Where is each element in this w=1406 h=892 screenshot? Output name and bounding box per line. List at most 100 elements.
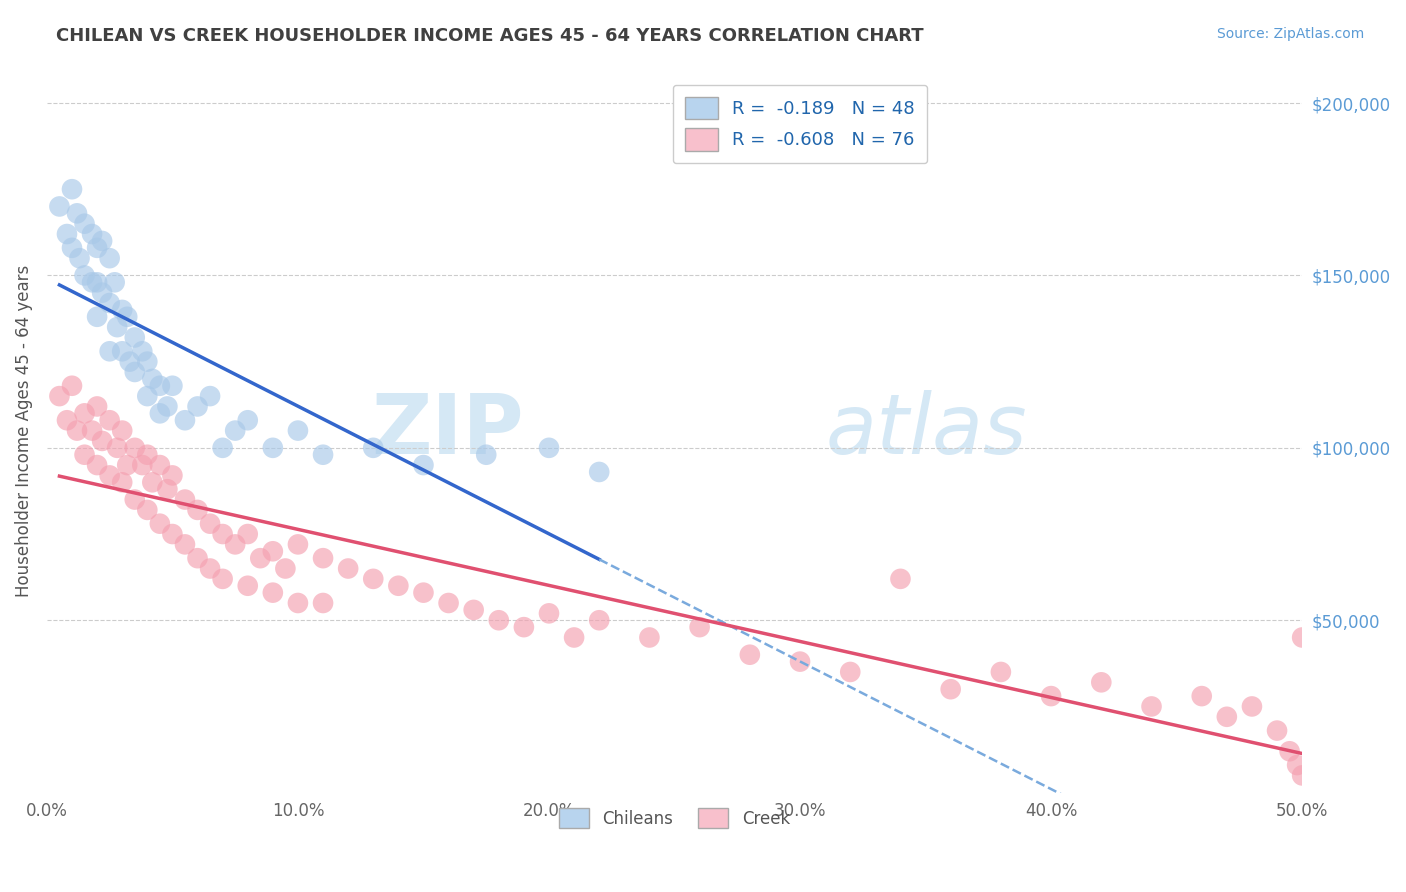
- Legend: Chileans, Creek: Chileans, Creek: [553, 801, 797, 835]
- Point: [115, 458, 138, 472]
- Point: [105, 441, 128, 455]
- Point: [124, 365, 146, 379]
- Point: [86, 275, 108, 289]
- Point: [186, 503, 208, 517]
- Point: [141, 372, 163, 386]
- Point: [56, 413, 79, 427]
- Point: [124, 330, 146, 344]
- Point: [98, 296, 121, 310]
- Point: [588, 613, 610, 627]
- Point: [537, 441, 560, 455]
- Point: [211, 527, 233, 541]
- Point: [889, 572, 911, 586]
- Point: [224, 537, 246, 551]
- Point: [274, 561, 297, 575]
- Point: [198, 561, 221, 575]
- Point: [73, 217, 96, 231]
- Point: [98, 413, 121, 427]
- Point: [86, 241, 108, 255]
- Point: [939, 682, 962, 697]
- Point: [48, 389, 70, 403]
- Point: [91, 234, 114, 248]
- Point: [1140, 699, 1163, 714]
- Point: [124, 441, 146, 455]
- Point: [249, 551, 271, 566]
- Point: [236, 527, 259, 541]
- Point: [86, 310, 108, 324]
- Point: [361, 441, 384, 455]
- Point: [412, 585, 434, 599]
- Point: [262, 544, 284, 558]
- Point: [738, 648, 761, 662]
- Point: [91, 434, 114, 448]
- Point: [118, 354, 141, 368]
- Point: [66, 206, 89, 220]
- Point: [156, 400, 179, 414]
- Point: [475, 448, 498, 462]
- Point: [174, 537, 197, 551]
- Point: [1240, 699, 1263, 714]
- Point: [1291, 768, 1313, 782]
- Point: [488, 613, 510, 627]
- Point: [56, 227, 79, 241]
- Point: [198, 389, 221, 403]
- Y-axis label: Householder Income Ages 45 - 64 years: Householder Income Ages 45 - 64 years: [15, 264, 32, 597]
- Point: [141, 475, 163, 490]
- Point: [162, 468, 184, 483]
- Point: [186, 400, 208, 414]
- Point: [1278, 744, 1301, 758]
- Point: [149, 516, 172, 531]
- Point: [86, 400, 108, 414]
- Text: Source: ZipAtlas.com: Source: ZipAtlas.com: [1216, 27, 1364, 41]
- Point: [80, 424, 103, 438]
- Point: [638, 631, 661, 645]
- Point: [689, 620, 711, 634]
- Point: [131, 344, 153, 359]
- Point: [98, 251, 121, 265]
- Point: [990, 665, 1012, 679]
- Point: [98, 468, 121, 483]
- Point: [80, 227, 103, 241]
- Point: [387, 579, 409, 593]
- Text: CHILEAN VS CREEK HOUSEHOLDER INCOME AGES 45 - 64 YEARS CORRELATION CHART: CHILEAN VS CREEK HOUSEHOLDER INCOME AGES…: [56, 27, 924, 45]
- Point: [115, 310, 138, 324]
- Point: [361, 572, 384, 586]
- Point: [136, 389, 159, 403]
- Point: [162, 527, 184, 541]
- Point: [839, 665, 862, 679]
- Point: [73, 406, 96, 420]
- Point: [537, 607, 560, 621]
- Point: [1040, 689, 1063, 703]
- Point: [60, 182, 83, 196]
- Point: [149, 458, 172, 472]
- Point: [513, 620, 536, 634]
- Point: [312, 448, 335, 462]
- Point: [105, 320, 128, 334]
- Point: [588, 465, 610, 479]
- Point: [412, 458, 434, 472]
- Point: [80, 275, 103, 289]
- Point: [149, 406, 172, 420]
- Point: [1191, 689, 1213, 703]
- Point: [287, 424, 309, 438]
- Point: [111, 475, 134, 490]
- Point: [131, 458, 153, 472]
- Point: [1090, 675, 1112, 690]
- Point: [337, 561, 360, 575]
- Point: [136, 448, 159, 462]
- Text: atlas: atlas: [825, 390, 1026, 471]
- Point: [104, 275, 127, 289]
- Point: [60, 241, 83, 255]
- Point: [287, 596, 309, 610]
- Point: [149, 378, 172, 392]
- Point: [111, 424, 134, 438]
- Point: [162, 378, 184, 392]
- Point: [48, 199, 70, 213]
- Point: [136, 503, 159, 517]
- Point: [236, 579, 259, 593]
- Text: ZIP: ZIP: [371, 390, 524, 471]
- Point: [111, 344, 134, 359]
- Point: [562, 631, 585, 645]
- Point: [789, 655, 811, 669]
- Point: [91, 285, 114, 300]
